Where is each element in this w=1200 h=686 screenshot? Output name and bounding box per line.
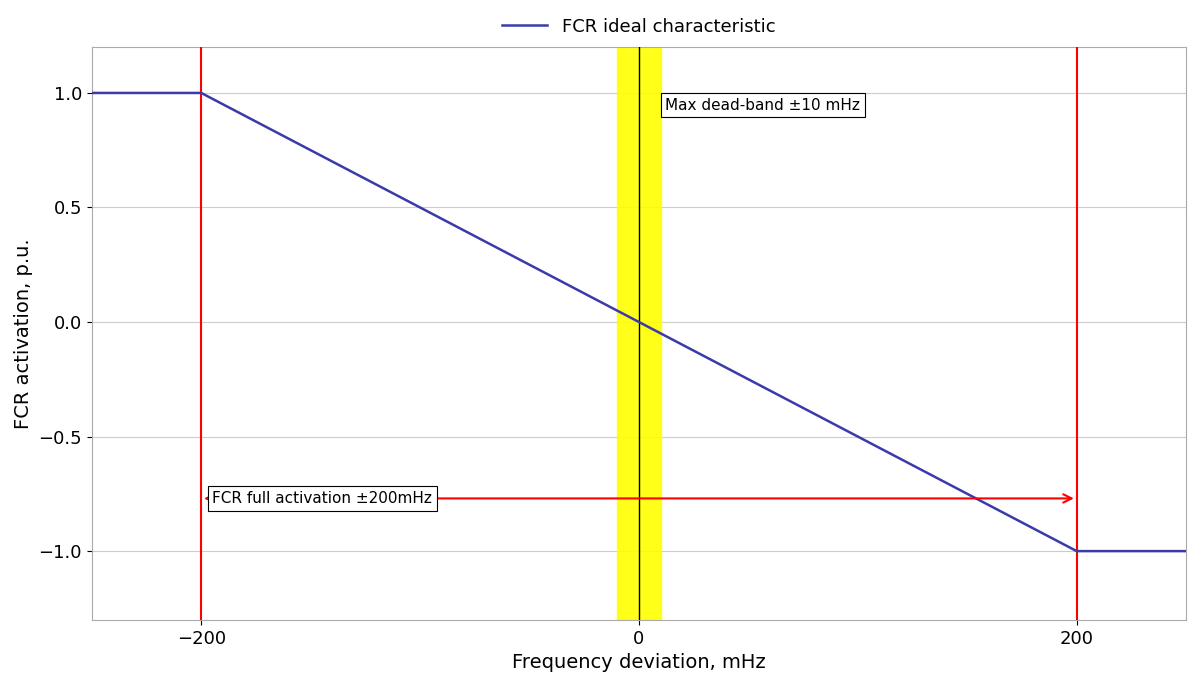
Legend: FCR ideal characteristic: FCR ideal characteristic <box>496 10 782 43</box>
FCR ideal characteristic <box>1069 547 1084 555</box>
Text: FCR full activation ±200mHz: FCR full activation ±200mHz <box>212 491 432 506</box>
Text: Max dead-band ±10 mHz: Max dead-band ±10 mHz <box>665 97 860 113</box>
FCR ideal characteristic <box>194 88 209 97</box>
FCR ideal characteristic <box>84 88 98 97</box>
Line: FCR ideal characteristic: FCR ideal characteristic <box>91 93 1186 551</box>
Y-axis label: FCR activation, p.u.: FCR activation, p.u. <box>14 238 32 429</box>
FCR ideal characteristic <box>1178 547 1193 555</box>
Bar <box>617 47 661 620</box>
X-axis label: Frequency deviation, mHz: Frequency deviation, mHz <box>512 653 766 672</box>
